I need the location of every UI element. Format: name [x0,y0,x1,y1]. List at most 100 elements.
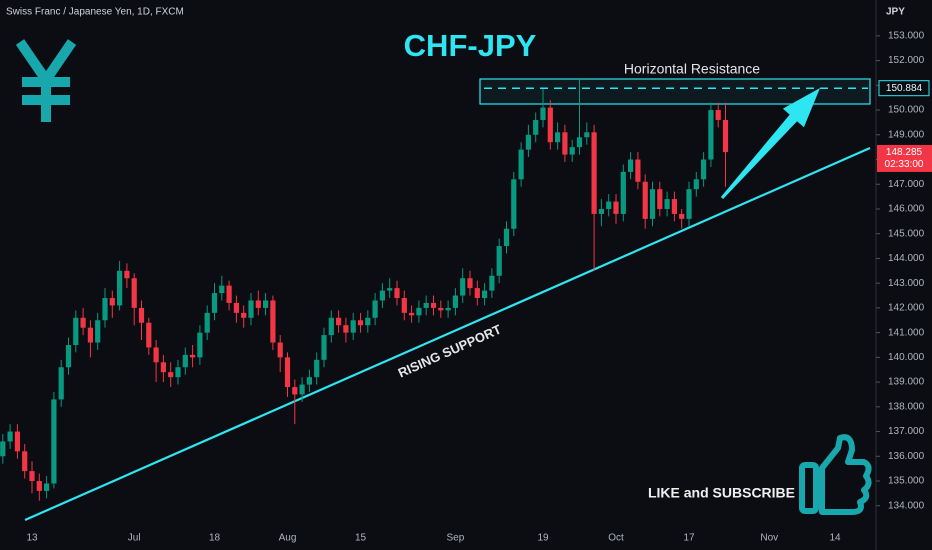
resistance-label: Horizontal Resistance [624,61,760,77]
candle-body [496,246,502,276]
candle-body [211,293,218,313]
y-tick-label: 135.000 [888,476,925,487]
candle-body [233,302,239,313]
candle-body [525,134,531,150]
candle-body [270,300,276,343]
candle-body [146,322,152,348]
candle-body [219,285,225,294]
x-tick-label: 18 [209,533,221,544]
candle-body [715,110,721,120]
candle-body [591,132,597,214]
last-price-box [877,144,932,172]
candle-body [153,347,159,363]
candle-body [460,278,466,296]
candle-body [160,362,166,373]
candle-body [65,344,72,368]
candle-body [365,317,371,326]
y-tick-label: 140.000 [888,352,925,363]
candle-body [576,137,583,148]
arrow [720,88,820,199]
candle-body [467,278,473,289]
candle-body [131,278,137,308]
candle-body [584,132,590,138]
candle-body [474,288,480,299]
y-tick-label: 144.000 [888,253,925,264]
candle-body [635,159,641,182]
x-tick-label: 14 [829,533,841,544]
candle-body [511,179,517,229]
y-tick-label: 153.000 [888,31,925,42]
y-axis-label: JPY [886,7,905,18]
candle-body [95,320,101,343]
candle-body [387,288,393,291]
candle-body [248,300,254,318]
candle-body [569,147,575,155]
candle-body [22,451,28,472]
candle-body [117,270,123,306]
candle-body [51,399,57,484]
candle-body [533,119,539,135]
call-to-action: LIKE and SUBSCRIBE [648,485,795,501]
candle-body [241,312,247,318]
resistance-price: 150.884 [886,83,923,94]
x-tick-label: Aug [279,533,297,544]
candle-body [372,300,378,318]
subtitle: Swiss Franc / Japanese Yen, 1D, FXCM [6,7,184,18]
candle-body [503,228,510,247]
candle-body [138,307,145,323]
y-tick-label: 145.000 [888,228,925,239]
candle-body [87,327,93,343]
candle-body [409,312,415,316]
candle-body [336,317,342,326]
countdown: 02:33:00 [885,159,924,170]
y-tick-label: 141.000 [888,327,925,338]
y-tick-label: 150.000 [888,105,925,116]
candle-body [679,213,685,219]
y-tick-label: 146.000 [888,204,925,215]
candle-body [124,270,130,279]
candle-body [0,441,6,457]
candle-body [197,332,203,358]
y-tick-label: 147.000 [888,179,925,190]
candle-body [693,179,699,190]
candle-body [168,372,174,378]
y-tick-label: 136.000 [888,451,925,462]
candle-body [642,181,648,219]
candle-body [80,317,86,328]
support-line [24,146,871,522]
x-tick-label: 17 [683,533,695,544]
candle-body [598,208,604,214]
candle-body [292,387,298,395]
candle-body [708,110,714,160]
x-tick-label: 15 [355,533,367,544]
y-tick-label: 134.000 [888,500,925,511]
candle-body [657,189,663,209]
candle-body [686,189,692,219]
candle-body [255,300,261,308]
candle-body [438,307,444,311]
x-tick-label: Sep [447,533,465,544]
candle-body [613,201,619,214]
candle-body [357,320,364,326]
candle-body [540,107,546,120]
candle-body [73,317,79,345]
y-tick-label: 137.000 [888,426,925,437]
candle-body [606,201,612,209]
chart-title: CHF-JPY [404,28,537,63]
candle-body [204,312,210,333]
candle-body [190,354,196,358]
thumbs-up-icon [799,434,872,515]
candle-body [452,295,458,308]
candle-body [350,320,356,333]
y-tick-label: 152.000 [888,55,925,66]
x-tick-label: Nov [760,533,778,544]
candle-body [314,359,320,378]
candle-body [423,302,429,308]
y-tick-label: 139.000 [888,377,925,388]
candle-body [562,132,568,155]
candle-body [671,199,677,214]
candle-body [649,189,656,219]
candle-body [401,298,407,313]
